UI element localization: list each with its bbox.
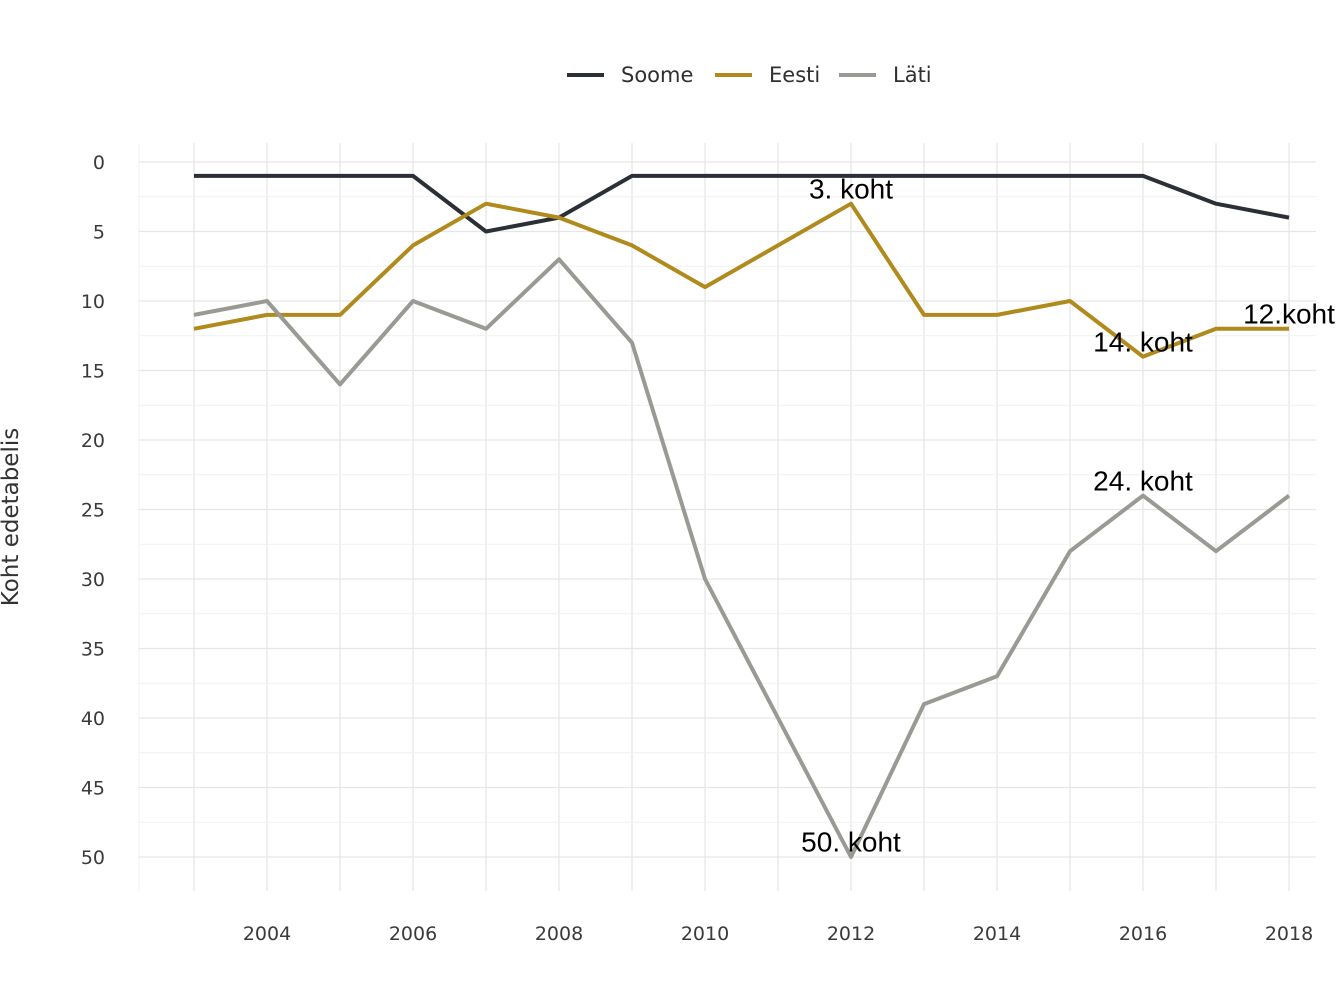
y-tick-label: 10 [81,291,105,313]
legend-label: Eesti [769,63,820,87]
x-tick-label: 2008 [535,923,583,945]
x-tick-label: 2004 [243,923,291,945]
y-tick-label: 35 [81,639,105,661]
legend-label: Läti [893,63,932,87]
legend-label: Soome [621,63,693,87]
x-tick-label: 2018 [1265,923,1313,945]
annotation-label: 24. koht [1093,465,1193,496]
y-tick-label: 25 [81,500,105,522]
x-tick-label: 2010 [681,923,729,945]
y-tick-label: 50 [81,847,105,869]
annotations: 3. koht 50. koht 14. koht 24. koht 12.koht [801,173,1335,857]
series-line-soome [194,173,1290,234]
x-tick-label: 2014 [973,923,1021,945]
x-tick-label: 2016 [1119,923,1167,945]
y-tick-label: 45 [81,778,105,800]
grid [138,143,1316,891]
y-tick-label: 20 [81,430,105,452]
annotation-label: 14. koht [1093,326,1193,357]
series-lines [193,173,1291,859]
x-tick-label: 2006 [389,923,437,945]
y-tick-label: 40 [81,708,105,730]
y-tick-label: 5 [93,222,105,244]
series-line-eesti [193,201,1289,359]
y-tick-label: 30 [81,569,105,591]
x-tick-label: 2012 [827,923,875,945]
y-tick-label: 15 [81,361,105,383]
y-axis: 0 5 10 15 20 25 30 35 40 45 50 [81,152,105,869]
annotation-label: 12.koht [1243,299,1335,330]
legend: Soome Eesti Läti [567,63,932,87]
annotation-label: 50. koht [801,827,901,858]
y-axis-title: Koht edetabelis [0,428,24,606]
series-line-l-ti [193,257,1291,859]
annotation-label: 3. koht [809,173,893,204]
x-axis: 2004 2006 2008 2010 2012 2014 2016 2018 [243,923,1313,945]
y-tick-label: 0 [93,152,105,174]
